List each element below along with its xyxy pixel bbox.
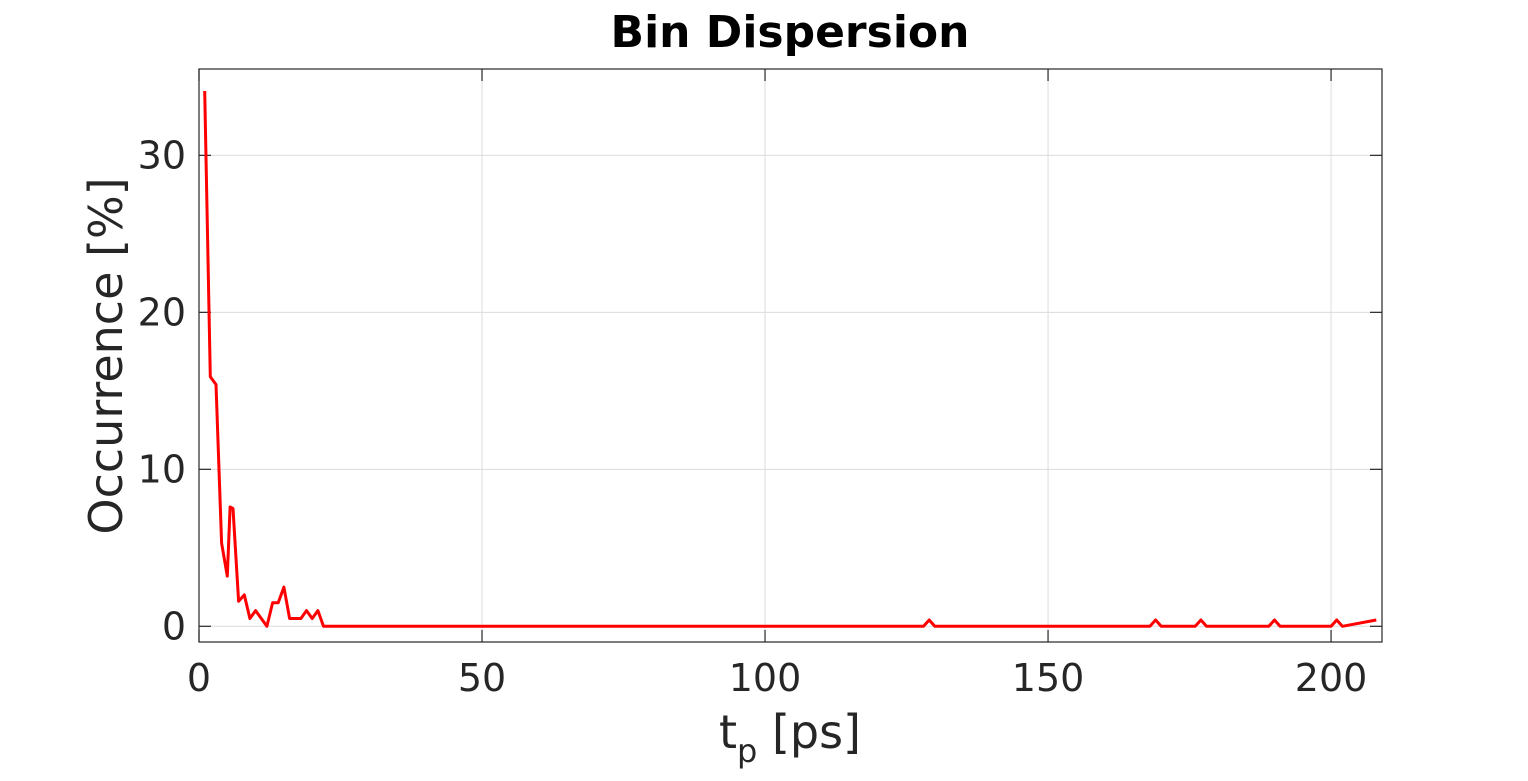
x-tick-label: 150 [1012, 656, 1085, 700]
x-tick-label: 200 [1295, 656, 1368, 700]
y-tick-label: 20 [138, 290, 186, 334]
x-tick-label: 0 [187, 656, 211, 700]
axis-ticks [198, 69, 1382, 642]
y-tick-label: 0 [162, 604, 186, 648]
y-axis-label: Occurrence [%] [79, 177, 133, 534]
x-tick-labels: 0 50 100 150 200 [187, 656, 1367, 700]
grid [198, 69, 1382, 642]
y-tick-label: 30 [138, 133, 186, 177]
x-tick-label: 50 [458, 656, 506, 700]
x-axis-label: tp [ps] [719, 705, 861, 770]
y-tick-labels: 0 10 20 30 [138, 133, 186, 648]
plot-area-frame [198, 68, 1383, 643]
chart-title: Bin Dispersion [611, 7, 970, 58]
series-line [203, 90, 1377, 628]
y-tick-label: 10 [138, 447, 186, 491]
x-tick-label: 100 [729, 656, 802, 700]
